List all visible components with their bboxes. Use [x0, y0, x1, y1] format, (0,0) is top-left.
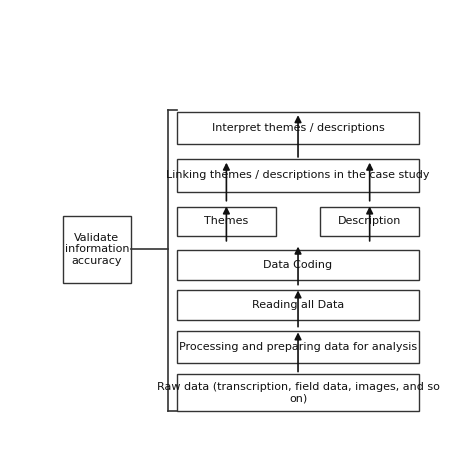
- Text: Validate
information
accuracy: Validate information accuracy: [64, 233, 129, 266]
- Text: Data Coding: Data Coding: [264, 260, 333, 270]
- FancyBboxPatch shape: [177, 112, 419, 145]
- Text: Description: Description: [338, 216, 401, 226]
- FancyBboxPatch shape: [320, 207, 419, 236]
- Text: Processing and preparing data for analysis: Processing and preparing data for analys…: [179, 342, 417, 352]
- FancyBboxPatch shape: [63, 216, 131, 283]
- Text: Linking themes / descriptions in the case study: Linking themes / descriptions in the cas…: [166, 171, 430, 181]
- FancyBboxPatch shape: [177, 291, 419, 319]
- Text: Themes: Themes: [204, 216, 248, 226]
- Text: Raw data (transcription, field data, images, and so
on): Raw data (transcription, field data, ima…: [156, 382, 439, 403]
- Text: Interpret themes / descriptions: Interpret themes / descriptions: [212, 123, 384, 133]
- FancyBboxPatch shape: [177, 331, 419, 364]
- FancyBboxPatch shape: [177, 250, 419, 280]
- FancyBboxPatch shape: [177, 207, 276, 236]
- FancyBboxPatch shape: [177, 159, 419, 192]
- FancyBboxPatch shape: [177, 374, 419, 411]
- Text: Reading all Data: Reading all Data: [252, 300, 344, 310]
